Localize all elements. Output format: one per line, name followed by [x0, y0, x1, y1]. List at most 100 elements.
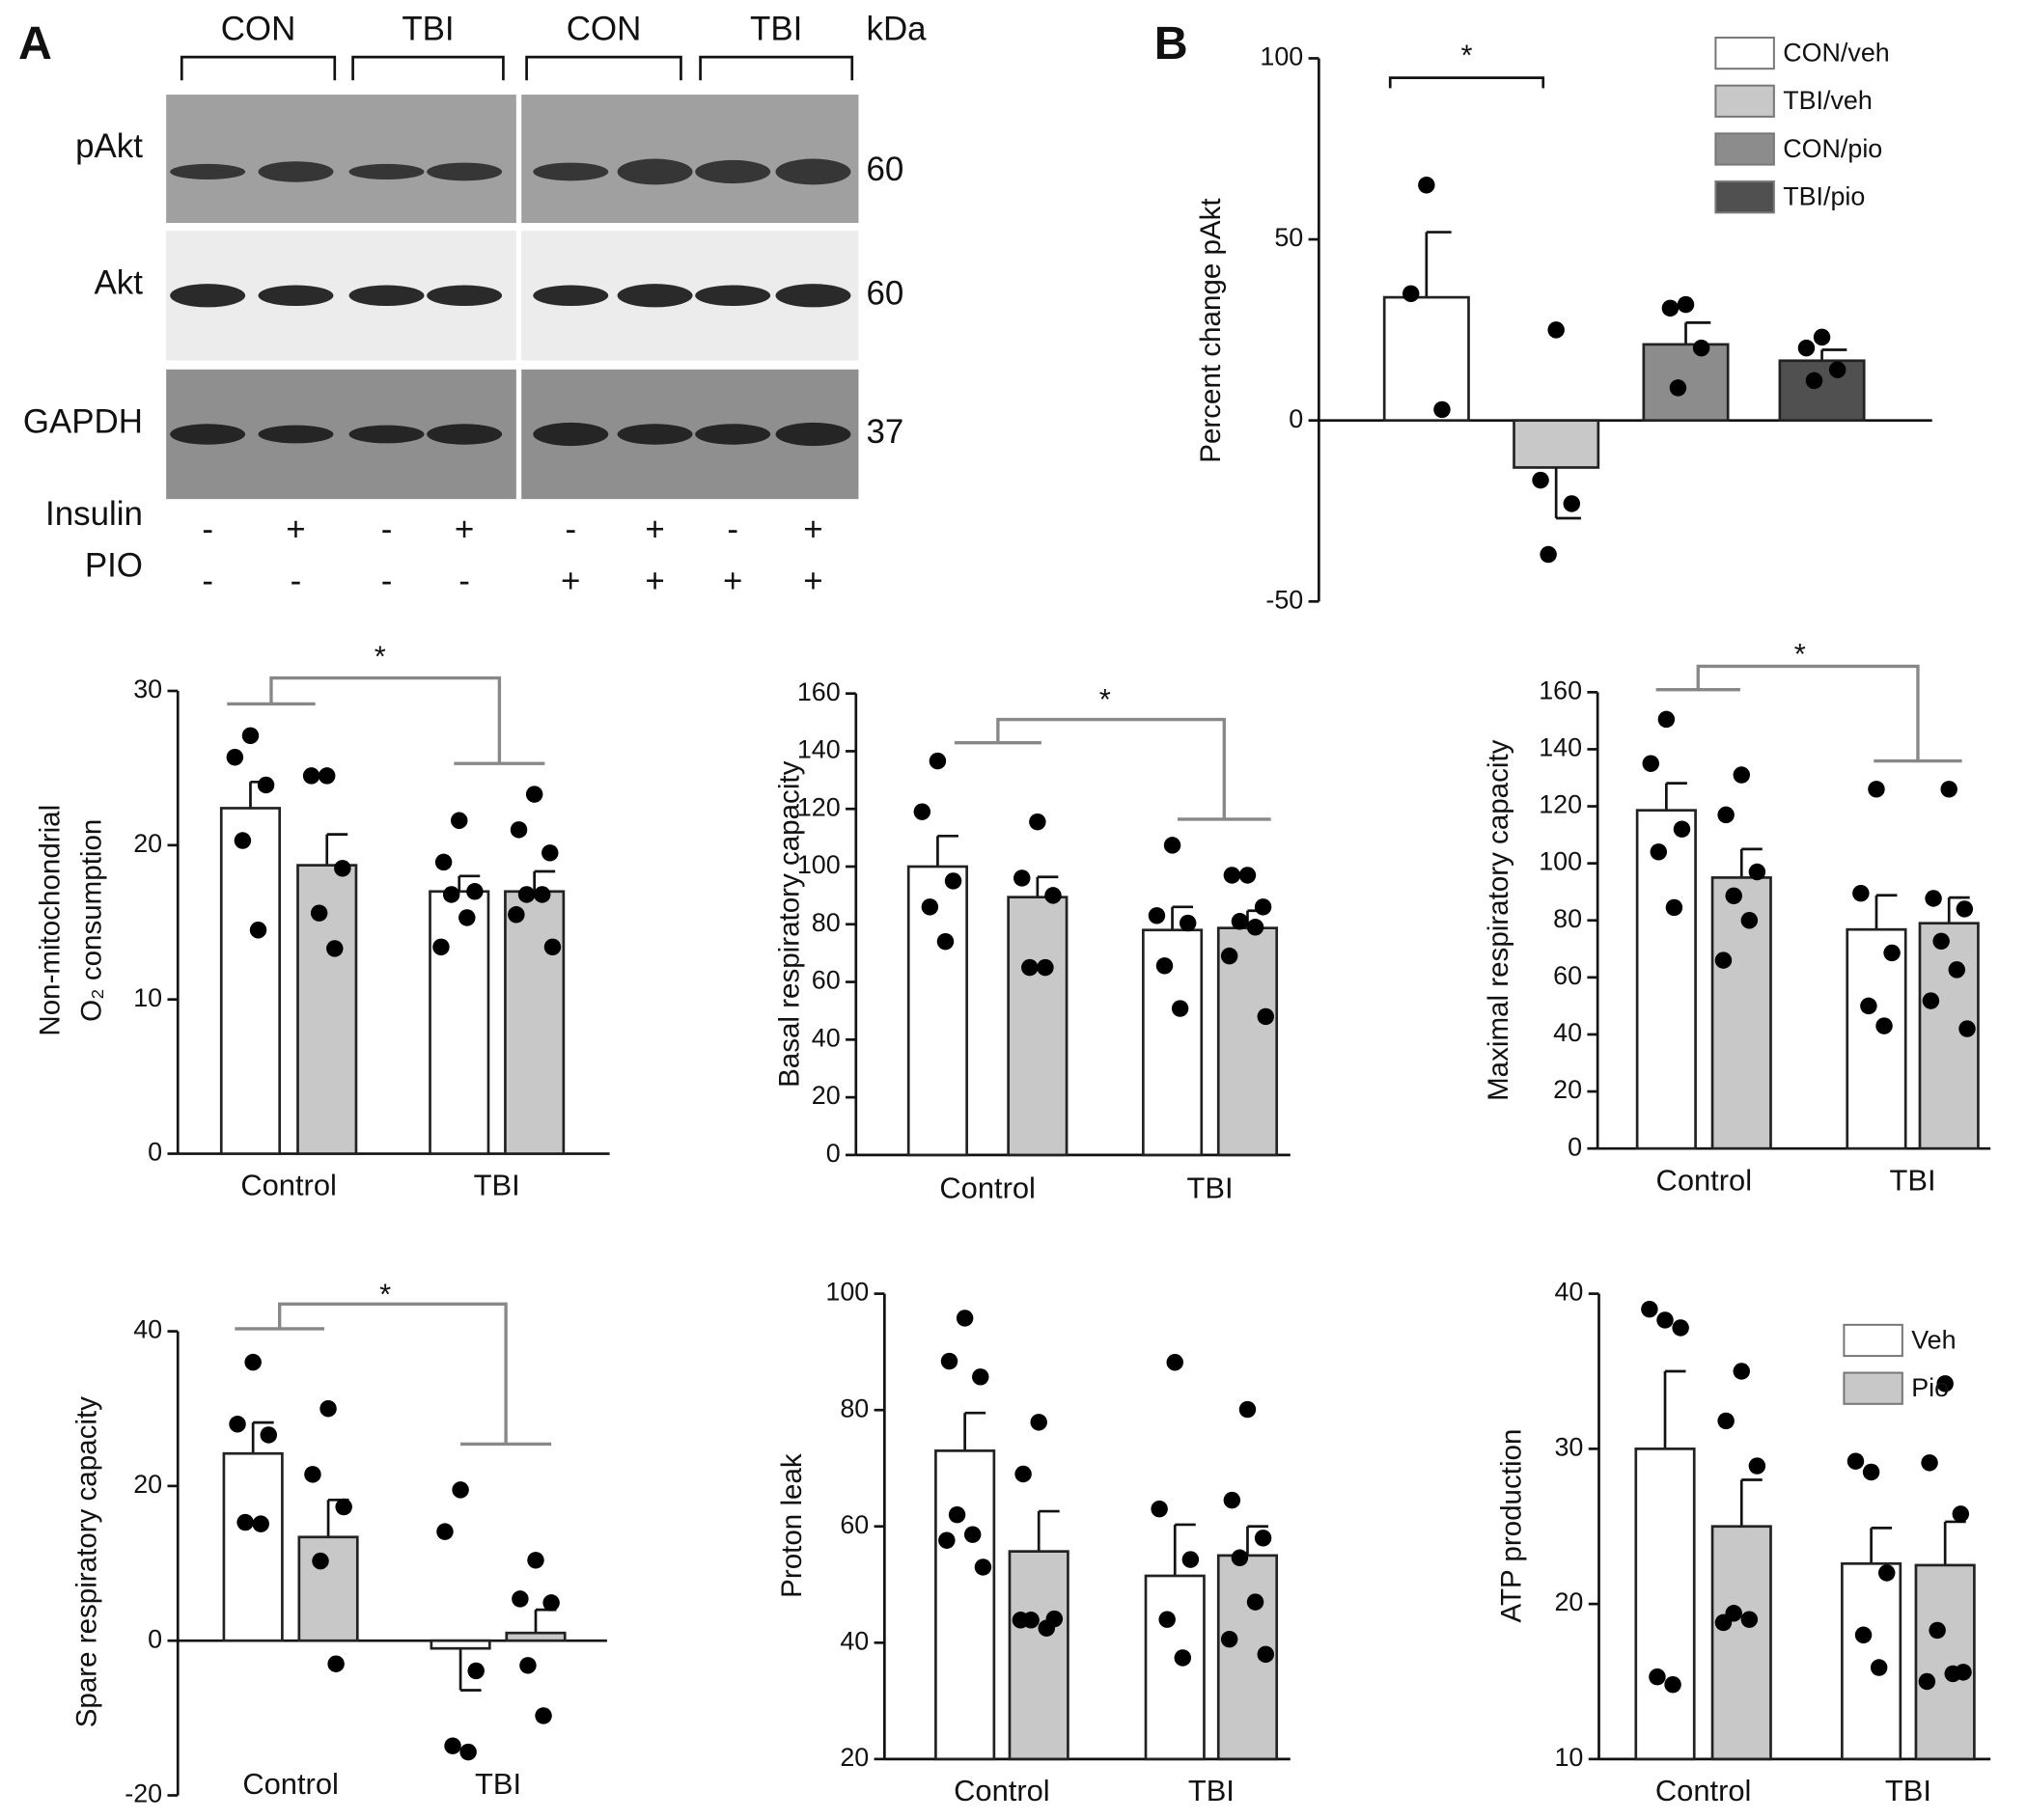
bar — [1778, 359, 1866, 423]
data-point — [1021, 958, 1039, 977]
data-point — [442, 886, 460, 903]
bar — [504, 890, 566, 1155]
data-point — [1030, 1414, 1047, 1431]
data-point — [543, 938, 562, 956]
data-point — [335, 1498, 352, 1516]
blot-band — [533, 285, 609, 307]
treatment-label: Insulin — [45, 495, 143, 533]
data-point — [1642, 755, 1659, 772]
significance-label: * — [379, 1277, 391, 1310]
data-point — [1257, 1007, 1275, 1026]
bar — [934, 1449, 996, 1761]
blot-band — [170, 284, 246, 308]
data-point — [944, 872, 962, 890]
legend-label: Pio — [1911, 1373, 1949, 1402]
data-point — [1956, 900, 1974, 918]
data-point — [1223, 867, 1241, 884]
data-point — [1038, 1619, 1055, 1637]
data-point — [444, 1737, 461, 1754]
treatment-sign: + — [803, 563, 822, 600]
blot-band — [775, 422, 851, 447]
x-tick-label: Control — [939, 1171, 1036, 1204]
y-tick-label: 80 — [812, 908, 841, 937]
data-point — [234, 832, 252, 849]
data-point — [452, 1481, 469, 1499]
y-tick-label: 160 — [1539, 676, 1582, 704]
y-tick-label: 0 — [148, 1624, 162, 1653]
treatment-sign: - — [381, 510, 393, 548]
data-point — [1656, 1311, 1674, 1329]
data-point — [318, 767, 336, 785]
group-label: CON — [221, 10, 296, 47]
data-point — [1847, 1452, 1865, 1470]
bar — [505, 1631, 567, 1642]
data-point — [512, 1590, 529, 1608]
data-point — [326, 940, 344, 957]
blot-strip — [521, 95, 859, 224]
bar — [1144, 1574, 1206, 1761]
significance-bracket — [278, 1302, 508, 1445]
blot-band — [533, 162, 609, 181]
data-point — [1661, 299, 1680, 317]
data-point — [1547, 321, 1565, 339]
y-axis-title: Non-mitochondrial — [35, 805, 67, 1036]
blot-band — [427, 162, 503, 181]
data-point — [1664, 1675, 1681, 1694]
data-point — [252, 1515, 269, 1532]
y-tick-label: 40 — [840, 1626, 869, 1655]
data-point — [1733, 766, 1750, 784]
data-point — [1854, 1626, 1873, 1643]
y-tick-label: 40 — [133, 1315, 162, 1344]
significance-label: * — [1794, 637, 1806, 671]
data-point — [1402, 285, 1420, 303]
data-point — [1936, 1375, 1954, 1393]
data-point — [1029, 813, 1046, 831]
blot-band — [170, 163, 246, 180]
data-point — [1955, 1664, 1972, 1681]
data-point — [1714, 1613, 1733, 1632]
bar — [1918, 922, 1980, 1150]
bar — [1216, 926, 1279, 1157]
group-label: TBI — [750, 10, 802, 47]
panel-label: A — [18, 17, 52, 69]
x-tick-label: TBI — [1186, 1171, 1233, 1204]
y-tick-label: 30 — [133, 675, 162, 703]
significance-bracket — [1696, 664, 1920, 761]
data-point — [1246, 1593, 1264, 1611]
data-point — [510, 821, 528, 839]
data-point — [1740, 912, 1759, 929]
treatment-sign: + — [645, 563, 664, 600]
data-point — [1852, 884, 1870, 902]
data-point — [249, 922, 267, 939]
data-point — [1641, 1300, 1658, 1318]
data-point — [921, 898, 939, 916]
data-point — [1238, 867, 1257, 884]
legend-swatch — [1714, 36, 1775, 70]
bar — [1008, 1550, 1069, 1761]
y-tick-label: 20 — [1554, 1587, 1583, 1616]
bar — [1841, 1561, 1902, 1761]
data-point — [1677, 295, 1695, 314]
blot-band — [427, 285, 503, 307]
data-point — [1748, 863, 1766, 881]
y-tick-label: 40 — [812, 1023, 841, 1052]
data-point — [940, 1352, 958, 1370]
y-tick-label: 0 — [148, 1138, 162, 1167]
data-point — [929, 752, 947, 770]
data-point — [1918, 1672, 1936, 1691]
y-tick-label: 40 — [1553, 1018, 1582, 1047]
legend-label: CON/veh — [1783, 39, 1889, 68]
data-point — [226, 748, 244, 766]
data-point — [1174, 1649, 1192, 1667]
data-point — [436, 1523, 454, 1540]
treatment-sign: - — [727, 510, 738, 548]
treatment-sign: + — [561, 563, 580, 600]
x-tick-label: TBI — [474, 1169, 520, 1202]
data-point — [1163, 837, 1181, 854]
data-point — [972, 1368, 989, 1386]
data-point — [527, 1552, 544, 1569]
data-point — [244, 1353, 262, 1371]
data-point — [1155, 957, 1174, 975]
y-tick-label: 60 — [840, 1510, 869, 1539]
